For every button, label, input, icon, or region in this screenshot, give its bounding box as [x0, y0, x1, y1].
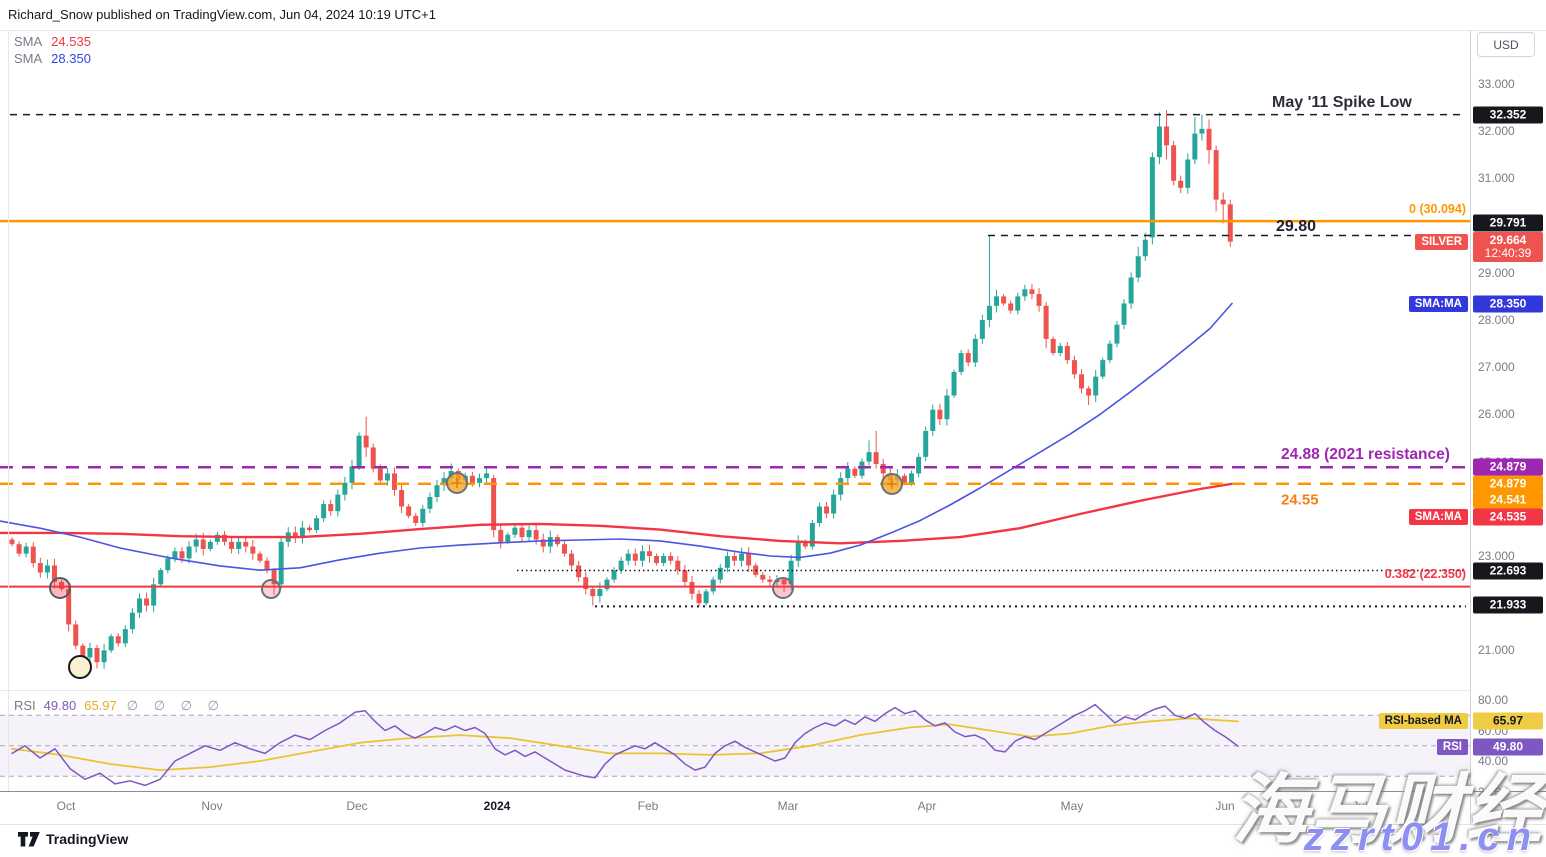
rsi-tick: 80.00: [1478, 693, 1509, 707]
time-label-oct: Oct: [56, 799, 76, 813]
may-11-text[interactable]: May '11 Spike Low: [1272, 94, 1412, 111]
price-tick: 26.000: [1478, 407, 1515, 422]
sma-blue-value: 28.350: [51, 51, 91, 66]
time-label-may: May: [1060, 799, 1084, 813]
price-tick: 31.000: [1478, 171, 1515, 186]
axis-price-label: 24.541: [1473, 491, 1543, 509]
event-marker[interactable]: [772, 577, 794, 599]
price-tick: 29.000: [1478, 265, 1515, 280]
event-marker[interactable]: [68, 655, 92, 679]
price-tick: 27.000: [1478, 360, 1515, 375]
time-label-nov: Nov: [201, 799, 223, 813]
axis-price-label: 21.933: [1473, 596, 1543, 614]
axis-price-label: 24.535: [1473, 508, 1543, 526]
time-label-dec: Dec: [346, 799, 368, 813]
price-tick: 33.000: [1478, 77, 1515, 91]
axis-price-label: 29.791: [1473, 214, 1543, 232]
axis-price-label: 29.664 12:40:39: [1473, 232, 1543, 262]
axis-price-label: 24.879: [1473, 458, 1543, 476]
series-tag-sma-ma: SMA:MA: [1408, 509, 1468, 525]
price-tick: 23.000: [1478, 549, 1515, 563]
time-label-mar: Mar: [777, 799, 799, 813]
watermark-site-url: zzrt01.cn: [1303, 815, 1538, 857]
time-label-feb: Feb: [637, 799, 659, 813]
series-tag-rsi-based-ma: RSI-based MA: [1378, 713, 1468, 729]
time-label-apr: Apr: [917, 799, 937, 813]
resistance-text[interactable]: 24.88 (2021 resistance): [1281, 446, 1450, 463]
rsi-tick: 20.00: [1478, 784, 1509, 799]
axis-price-label: 49.80: [1473, 738, 1543, 756]
candles-up: [23, 112, 1205, 669]
watermark-site-name: 海马财经: [1232, 768, 1544, 853]
axis-price-label: 28.350: [1473, 295, 1543, 313]
time-label-2024: 2024: [483, 799, 511, 813]
fib0-text[interactable]: 0 (30.094): [1409, 202, 1466, 216]
price-tick: 21.000: [1478, 643, 1515, 658]
sma-red-value: 24.535: [51, 34, 91, 49]
publish-header: Richard_Snow published on TradingView.co…: [8, 7, 436, 22]
candles-down: [9, 109, 1233, 670]
legend-sma-red[interactable]: SMA 24.535: [14, 34, 91, 49]
axis-price-label: 32.352: [1473, 106, 1543, 124]
legend-sma-blue[interactable]: SMA 28.350: [14, 51, 91, 66]
currency-toggle-button[interactable]: USD: [1477, 32, 1535, 57]
event-marker[interactable]: [49, 577, 71, 599]
level-2980-text[interactable]: 29.80: [1276, 218, 1317, 235]
axis-price-label: 22.693: [1473, 562, 1543, 580]
event-marker[interactable]: [261, 579, 281, 599]
price-tick: 28.000: [1478, 313, 1515, 327]
fib382-text[interactable]: 0.382 (22.350): [1384, 567, 1466, 581]
price-tick: 32.000: [1478, 124, 1515, 139]
tradingview-attribution[interactable]: TradingView: [18, 831, 128, 847]
time-label-jun: Jun: [1215, 799, 1235, 813]
axis-price-label: 24.879: [1473, 475, 1543, 493]
indicator-legend: SMA 24.535 SMA 28.350: [14, 34, 91, 68]
rsi-null-params: ∅ ∅ ∅ ∅: [126, 698, 225, 713]
axis-price-label: 65.97: [1473, 712, 1543, 730]
time-label-jul: Jul: [1352, 799, 1368, 813]
rsi-legend[interactable]: RSI 49.80 65.97 ∅ ∅ ∅ ∅: [14, 698, 225, 713]
series-tag-rsi: RSI: [1436, 739, 1468, 755]
rsi-tick: 40.00: [1478, 754, 1509, 768]
tradingview-logo: [18, 831, 40, 846]
rsi-value: 49.80: [43, 698, 77, 713]
series-tag-sma-ma: SMA:MA: [1408, 296, 1468, 312]
series-tag-silver: SILVER: [1415, 234, 1468, 250]
level-2455-text[interactable]: 24.55: [1281, 491, 1319, 509]
rsi-ma-value: 65.97: [84, 698, 117, 713]
